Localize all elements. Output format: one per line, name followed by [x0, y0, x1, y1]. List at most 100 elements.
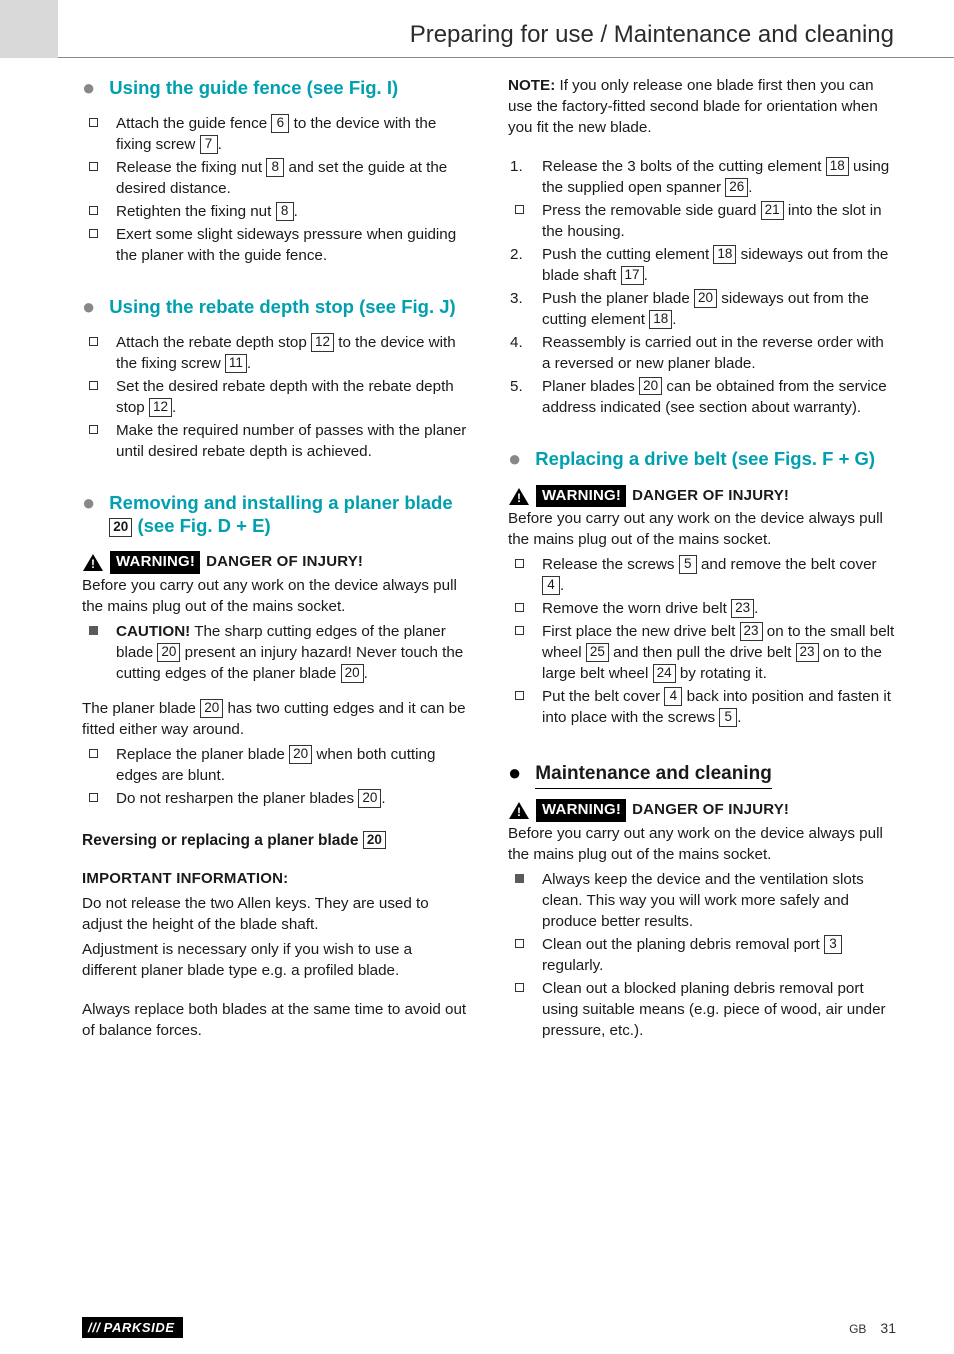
square-outline-icon [508, 201, 530, 214]
list-item: Exert some slight sideways pressure when… [82, 225, 470, 267]
ref-num: 20 [157, 643, 180, 662]
list-item: 1. Release the 3 bolts of the cutting el… [508, 157, 896, 199]
brand-slashes-icon: /// [88, 1320, 101, 1335]
left-column: ● Using the guide fence (see Fig. I) Att… [82, 76, 470, 1046]
list-item: 2. Push the cutting element 18 sideways … [508, 245, 896, 287]
warning-row: ! WARNING! DANGER OF INJURY! [508, 485, 896, 508]
ref-num: 20 [358, 789, 381, 808]
warning-tail: DANGER OF INJURY! [632, 486, 789, 507]
ref-num: 4 [542, 576, 560, 595]
rebate-stop-list: Attach the rebate depth stop 12 to the d… [82, 333, 470, 463]
ref-num: 20 [341, 664, 364, 683]
square-outline-icon [82, 114, 104, 127]
list-item: 5. Planer blades 20 can be obtained from… [508, 377, 896, 419]
section-title: Replacing a drive belt (see Figs. F + G) [535, 447, 875, 470]
square-outline-icon [82, 377, 104, 390]
page-header: Preparing for use / Maintenance and clea… [0, 0, 954, 58]
list-item-text: Remove the worn drive belt 23. [542, 599, 896, 620]
important-p1: Do not release the two Allen keys. They … [82, 894, 470, 936]
list-item: Replace the planer blade 20 when both cu… [82, 745, 470, 787]
ref-num: 18 [713, 245, 736, 264]
list-item-text: Always keep the device and the ventilati… [542, 870, 896, 933]
svg-text:!: ! [517, 491, 521, 505]
ref-num: 12 [311, 333, 334, 352]
drive-belt-list: Release the screws 5 and remove the belt… [508, 555, 896, 729]
ref-num: 20 [200, 699, 223, 718]
warning-label: WARNING! [110, 551, 200, 574]
list-item-text: Release the fixing nut 8 and set the gui… [116, 158, 470, 200]
ref-num: 8 [266, 158, 284, 177]
warning-label: WARNING! [536, 799, 626, 822]
step-number: 4. [508, 333, 530, 354]
list-item: Attach the guide fence 6 to the device w… [82, 114, 470, 156]
section-head-remove-blade: ● Removing and installing a planer blade… [82, 491, 470, 537]
header-accent-band [0, 0, 58, 58]
list-item-text: Make the required number of passes with … [116, 421, 470, 463]
warning-body: Before you carry out any work on the dev… [508, 824, 896, 866]
bullet-dot-icon: ● [82, 76, 95, 100]
caution-list: CAUTION! The sharp cutting edges of the … [82, 622, 470, 685]
steps-list: 1. Release the 3 bolts of the cutting el… [508, 157, 896, 419]
ref-num: 20 [109, 518, 132, 537]
warning-body: Before you carry out any work on the dev… [508, 509, 896, 551]
list-item-text: Attach the guide fence 6 to the device w… [116, 114, 470, 156]
right-column: NOTE: If you only release one blade firs… [508, 76, 896, 1046]
list-item: Put the belt cover 4 back into position … [508, 687, 896, 729]
list-item: Retighten the fixing nut 8. [82, 202, 470, 223]
ref-num: 23 [796, 643, 819, 662]
svg-text:!: ! [91, 557, 95, 571]
square-outline-icon [508, 979, 530, 992]
ref-num: 25 [586, 643, 609, 662]
section-title: Using the guide fence (see Fig. I) [109, 76, 398, 99]
content-columns: ● Using the guide fence (see Fig. I) Att… [0, 58, 954, 1046]
square-filled-icon [508, 870, 530, 883]
list-item-text: Press the removable side guard 21 into t… [542, 201, 896, 243]
bullet-dot-icon: ● [82, 491, 95, 515]
section-head-guide-fence: ● Using the guide fence (see Fig. I) [82, 76, 470, 100]
list-item-text: Release the screws 5 and remove the belt… [542, 555, 896, 597]
guide-fence-list: Attach the guide fence 6 to the device w… [82, 114, 470, 267]
square-outline-icon [82, 421, 104, 434]
ref-num: 4 [664, 687, 682, 706]
square-outline-icon [508, 555, 530, 568]
list-item: 4. Reassembly is carried out in the reve… [508, 333, 896, 375]
list-item: Release the fixing nut 8 and set the gui… [82, 158, 470, 200]
bullet-dot-icon: ● [508, 761, 521, 785]
square-outline-icon [82, 789, 104, 802]
square-outline-icon [82, 202, 104, 215]
section-title-underlined: Maintenance and cleaning [535, 761, 772, 789]
note-para: NOTE: If you only release one blade firs… [508, 76, 896, 139]
list-item: Clean out a blocked planing debris remov… [508, 979, 896, 1042]
list-item-text: CAUTION! The sharp cutting edges of the … [116, 622, 470, 685]
ref-num: 20 [694, 289, 717, 308]
square-outline-icon [82, 158, 104, 171]
blade-para: The planer blade 20 has two cutting edge… [82, 699, 470, 741]
ref-num: 11 [225, 354, 247, 373]
ref-num: 21 [761, 201, 784, 220]
bullet-dot-icon: ● [508, 447, 521, 471]
warning-body: Before you carry out any work on the dev… [82, 576, 470, 618]
important-p3: Always replace both blades at the same t… [82, 1000, 470, 1042]
list-item-text: Do not resharpen the planer blades 20. [116, 789, 470, 810]
list-item: Attach the rebate depth stop 12 to the d… [82, 333, 470, 375]
square-filled-icon [82, 622, 104, 635]
list-item-text: First place the new drive belt 23 on to … [542, 622, 896, 685]
list-item-text: Push the planer blade 20 sideways out fr… [542, 289, 896, 331]
ref-num: 20 [639, 377, 662, 396]
step-number: 3. [508, 289, 530, 310]
square-outline-icon [82, 333, 104, 346]
ref-num: 17 [621, 266, 644, 285]
ref-num: 3 [824, 935, 842, 954]
ref-num: 7 [200, 135, 218, 154]
subhead-important: IMPORTANT INFORMATION: [82, 869, 470, 890]
brand-name: PARKSIDE [104, 1320, 175, 1335]
list-item-text: Reassembly is carried out in the reverse… [542, 333, 896, 375]
section-title: Using the rebate depth stop (see Fig. J) [109, 295, 455, 318]
list-item-text: Put the belt cover 4 back into position … [542, 687, 896, 729]
page-footer-right: GB 31 [849, 1320, 896, 1336]
warning-triangle-icon: ! [82, 553, 104, 572]
page-footer: /// PARKSIDE GB 31 [0, 1317, 954, 1338]
square-outline-icon [508, 599, 530, 612]
subhead-reverse: Reversing or replacing a planer blade 20 [82, 830, 470, 851]
square-outline-icon [508, 935, 530, 948]
